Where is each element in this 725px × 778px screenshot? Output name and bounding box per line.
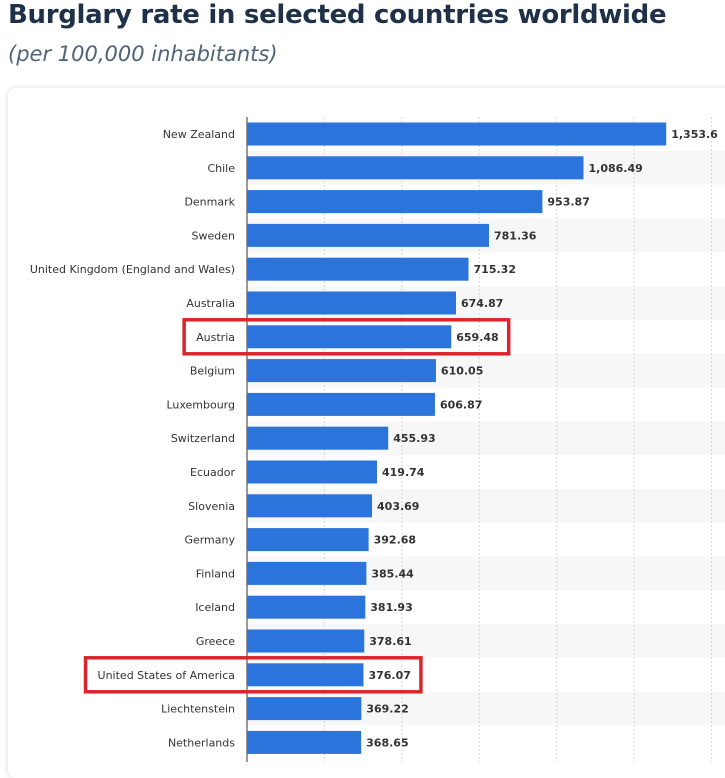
- bar[interactable]: [247, 392, 435, 416]
- highlight-box: [182, 318, 511, 356]
- category-label: New Zealand: [163, 128, 235, 141]
- value-label: 715.32: [474, 263, 516, 276]
- value-label: 455.93: [393, 432, 435, 445]
- bar[interactable]: [247, 528, 369, 552]
- value-label: 376.07: [368, 669, 410, 682]
- bar[interactable]: [247, 426, 389, 450]
- bar[interactable]: [247, 460, 377, 484]
- bar[interactable]: [247, 629, 365, 653]
- value-label: 674.87: [461, 297, 503, 310]
- bar[interactable]: [247, 595, 366, 619]
- value-label: 378.61: [369, 635, 411, 648]
- bar[interactable]: [247, 156, 584, 180]
- category-label: Denmark: [184, 196, 235, 209]
- value-label: 385.44: [371, 567, 414, 580]
- category-label: Iceland: [195, 601, 235, 614]
- category-label: Chile: [207, 162, 235, 175]
- value-label: 1,086.49: [588, 162, 642, 175]
- highlight-box: [83, 656, 423, 694]
- category-label: Luxembourg: [166, 398, 235, 411]
- category-label: United States of America: [98, 669, 235, 682]
- value-label: 368.65: [366, 736, 408, 749]
- value-label: 659.48: [456, 331, 498, 344]
- category-label: Austria: [196, 331, 235, 344]
- category-label: Germany: [184, 534, 235, 547]
- category-label: Greece: [196, 635, 235, 648]
- bar[interactable]: [247, 122, 667, 146]
- chart-title: Burglary rate in selected countries worl…: [8, 0, 667, 30]
- category-label: Finland: [196, 567, 235, 580]
- value-label: 403.69: [377, 500, 419, 513]
- value-label: 392.68: [374, 534, 416, 547]
- bar[interactable]: [247, 291, 457, 315]
- value-label: 369.22: [366, 703, 408, 716]
- value-label: 606.87: [440, 398, 482, 411]
- category-label: Sweden: [192, 229, 235, 242]
- bar[interactable]: [247, 697, 362, 721]
- value-label: 381.93: [370, 601, 412, 614]
- category-label: Liechtenstein: [161, 703, 235, 716]
- category-label: Belgium: [190, 365, 235, 378]
- bar[interactable]: [247, 494, 373, 518]
- category-label: Slovenia: [188, 500, 235, 513]
- bar[interactable]: [247, 561, 367, 585]
- bar-chart: New Zealand Chile Denmark Sweden United King…: [29, 117, 719, 762]
- bar[interactable]: [247, 190, 543, 214]
- bar[interactable]: [247, 359, 436, 383]
- value-label: 1,353.6: [671, 128, 718, 141]
- category-label: Switzerland: [171, 432, 235, 445]
- value-label: 419.74: [382, 466, 425, 479]
- value-label: 781.36: [494, 229, 537, 242]
- category-label: Netherlands: [168, 736, 235, 749]
- bar[interactable]: [247, 730, 362, 754]
- bar[interactable]: [247, 325, 452, 349]
- bar[interactable]: [247, 663, 364, 687]
- category-label: United Kingdom (England and Wales): [30, 263, 235, 276]
- value-label: 610.05: [441, 365, 483, 378]
- chart-subtitle: (per 100,000 inhabitants): [8, 42, 278, 66]
- value-label: 953.87: [547, 196, 589, 209]
- bar[interactable]: [247, 257, 469, 281]
- category-label: Australia: [186, 297, 235, 310]
- bar[interactable]: [247, 223, 489, 247]
- category-label: Ecuador: [190, 466, 235, 479]
